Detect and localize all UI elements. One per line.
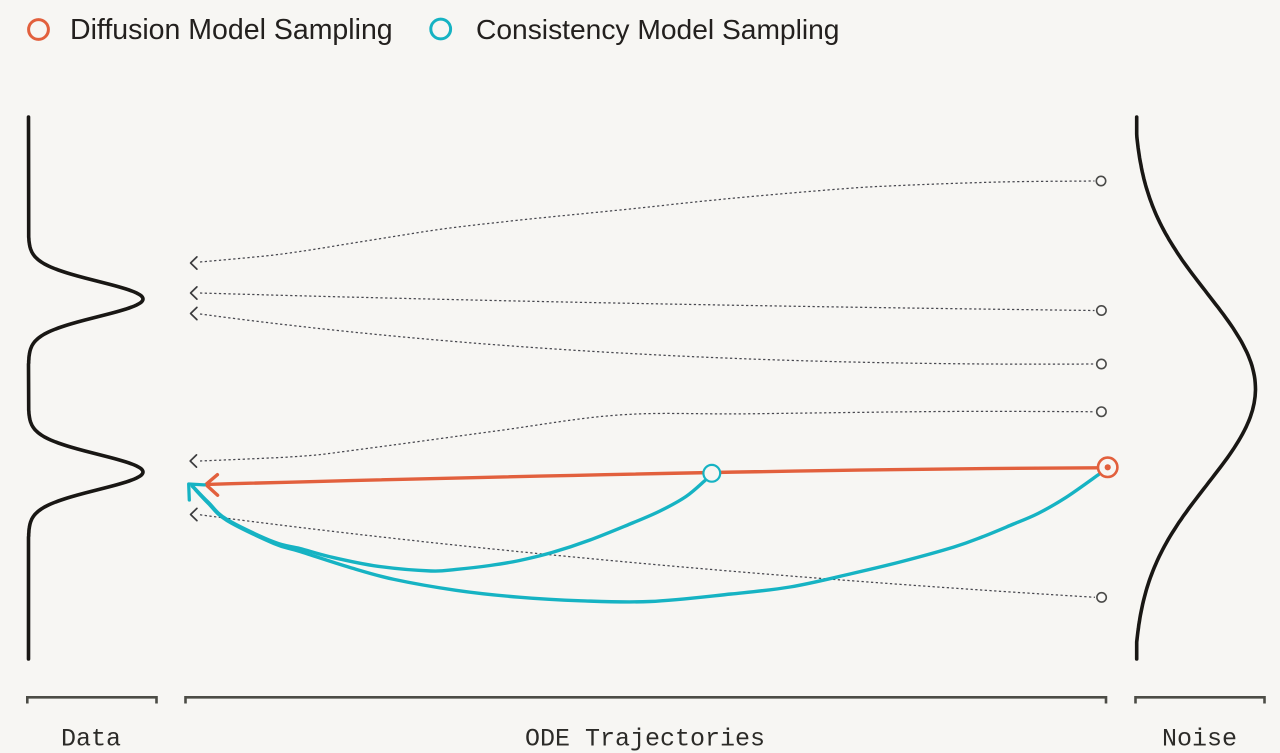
svg-text:Diffusion Model Sampling: Diffusion Model Sampling	[70, 14, 393, 46]
svg-text:Consistency Model Sampling: Consistency Model Sampling	[476, 13, 839, 45]
svg-text:Noise: Noise	[1162, 725, 1237, 753]
svg-text:Data: Data	[61, 725, 121, 753]
svg-text:ODE Trajectories: ODE Trajectories	[525, 725, 765, 753]
